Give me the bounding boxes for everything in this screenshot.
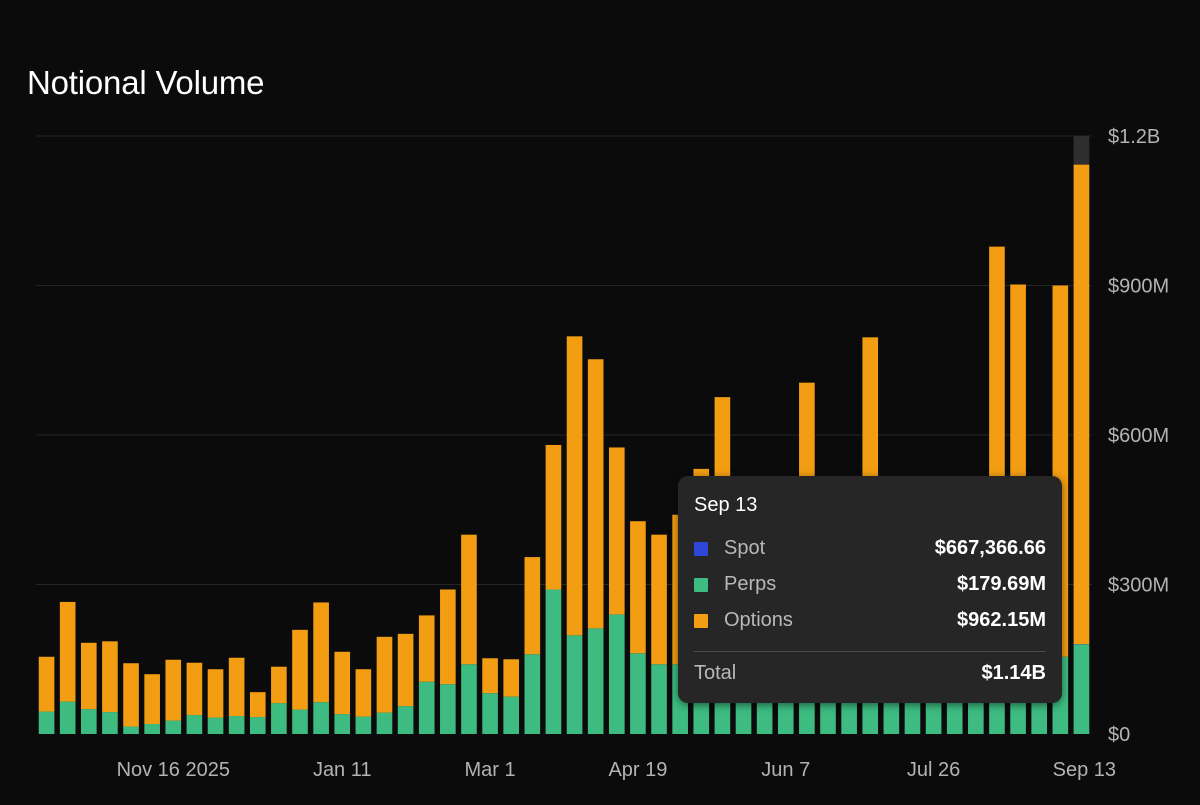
bar-perps — [440, 684, 456, 734]
tooltip-row-perps: Perps $179.69M — [694, 573, 1046, 597]
bar-options — [313, 602, 329, 703]
bar-options — [249, 692, 266, 718]
x-tick-label: Sep 13 — [1053, 759, 1116, 781]
bar-perps — [38, 711, 55, 734]
x-tick-label: Jan 11 — [313, 759, 372, 781]
bar-perps — [651, 664, 667, 734]
tooltip-row-options: Options $962.15M — [694, 609, 1046, 633]
x-tick-label: Jul 26 — [907, 759, 960, 781]
bar-options — [587, 359, 604, 629]
bar-options — [651, 534, 667, 665]
bar-perps — [59, 701, 76, 734]
bar-options — [461, 534, 477, 665]
x-tick-label: Nov 16 2025 — [117, 759, 230, 781]
bar-options — [123, 663, 139, 727]
y-tick-label: $0 — [1108, 724, 1130, 746]
bar-options — [102, 641, 118, 713]
y-tick-label: $600M — [1108, 425, 1169, 447]
bar-options — [503, 659, 520, 697]
bar-perps — [207, 717, 224, 734]
bar-perps — [102, 712, 118, 734]
bar-perps — [186, 715, 203, 734]
tooltip-divider — [694, 651, 1046, 652]
bar-options — [524, 557, 541, 655]
bar-options — [545, 444, 562, 590]
tooltip-value-perps: $179.69M — [957, 573, 1046, 595]
bar-perps — [376, 712, 393, 734]
bar-options — [59, 601, 76, 702]
bar-perps — [355, 716, 372, 734]
bar-perps — [1073, 644, 1090, 734]
bar-perps — [524, 654, 541, 734]
bar-perps — [608, 614, 625, 734]
bar-options — [80, 642, 97, 710]
options-swatch — [694, 614, 708, 628]
bar-options — [630, 521, 646, 654]
bar-perps — [418, 681, 435, 734]
bar-perps — [313, 702, 329, 734]
tooltip-row-spot: Spot $667,366.66 — [694, 537, 1046, 561]
tooltip-label-perps: Perps — [724, 573, 777, 595]
y-tick-label: $900M — [1108, 276, 1169, 298]
bar-options — [186, 662, 203, 716]
tooltip-label-spot: Spot — [724, 537, 766, 559]
bar-perps — [397, 706, 414, 734]
bar-options — [608, 447, 625, 615]
bar-perps — [271, 703, 287, 734]
bar-perps — [292, 709, 308, 734]
bar-options — [482, 658, 498, 694]
bar-options — [440, 589, 456, 685]
bar-perps — [334, 714, 351, 734]
bar-options — [228, 657, 245, 717]
bar-options — [355, 669, 372, 717]
bar-options — [1073, 164, 1090, 645]
bar-perps — [587, 628, 604, 734]
x-tick-label: Mar 1 — [465, 759, 516, 781]
tooltip-label-options: Options — [724, 609, 793, 631]
bar-options — [271, 666, 287, 704]
bar-perps — [144, 724, 160, 734]
bar-options — [165, 659, 182, 721]
y-tick-label: $300M — [1108, 575, 1169, 597]
bar-options — [334, 651, 351, 715]
chart-title: Notional Volume — [27, 64, 265, 101]
bar-perps — [249, 717, 266, 734]
bar-perps — [566, 635, 583, 734]
bar-perps — [123, 726, 139, 734]
bar-perps — [545, 589, 562, 734]
tooltip-date: Sep 13 — [694, 494, 758, 516]
x-tick-label: Apr 19 — [608, 759, 667, 781]
perps-swatch — [694, 578, 708, 592]
bar-options — [566, 336, 583, 636]
bar-perps — [630, 653, 646, 734]
bar-options — [292, 629, 308, 710]
bar-options — [397, 633, 414, 707]
tooltip-value-spot: $667,366.66 — [934, 537, 1046, 559]
tooltip-total-label: Total — [694, 662, 737, 684]
bar-perps — [503, 696, 520, 734]
bar-perps — [482, 693, 498, 734]
bar-options — [376, 636, 393, 713]
bar-perps — [461, 664, 477, 734]
spot-swatch — [694, 542, 708, 556]
y-tick-label: $1.2B — [1108, 126, 1160, 148]
bar-options — [207, 669, 224, 718]
bar-options — [418, 615, 435, 682]
x-tick-label: Jun 7 — [761, 759, 810, 781]
bar-options — [144, 674, 160, 725]
bar-options — [38, 656, 55, 712]
tooltip-total-value: $1.14B — [981, 662, 1047, 684]
bar-perps — [80, 709, 97, 734]
tooltip-value-options: $962.15M — [957, 609, 1046, 631]
bar-perps — [228, 716, 245, 734]
hover-tooltip: Sep 13 Spot $667,366.66 Perps $179.69M O… — [678, 476, 1062, 703]
bar-perps — [165, 720, 182, 734]
